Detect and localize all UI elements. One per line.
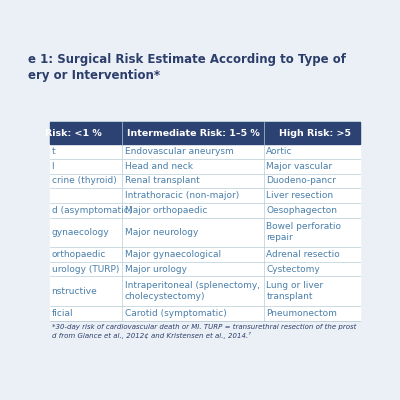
Text: ficial: ficial bbox=[52, 309, 73, 318]
Text: Pneumonectom: Pneumonectom bbox=[266, 309, 337, 318]
Text: d (asymptomatic): d (asymptomatic) bbox=[52, 206, 132, 215]
Text: nstructive: nstructive bbox=[52, 287, 97, 296]
Text: Cystectomy: Cystectomy bbox=[266, 265, 320, 274]
Text: orthopaedic: orthopaedic bbox=[52, 250, 106, 259]
Text: Lung or liver
transplant: Lung or liver transplant bbox=[266, 281, 324, 301]
Bar bbox=[50, 262, 360, 276]
Text: High Risk: >5: High Risk: >5 bbox=[279, 128, 351, 138]
Text: crine (thyroid): crine (thyroid) bbox=[52, 176, 116, 185]
Bar bbox=[50, 203, 360, 218]
Bar bbox=[50, 218, 360, 247]
Bar bbox=[50, 188, 360, 203]
Text: Oesophagecton: Oesophagecton bbox=[266, 206, 337, 215]
Text: urology (TURP): urology (TURP) bbox=[52, 265, 119, 274]
Text: Intermediate Risk: 1–5 %: Intermediate Risk: 1–5 % bbox=[127, 128, 260, 138]
Text: Major neurology: Major neurology bbox=[125, 228, 198, 237]
Text: Carotid (symptomatic): Carotid (symptomatic) bbox=[125, 309, 227, 318]
Text: Risk: <1 %: Risk: <1 % bbox=[46, 128, 102, 138]
Text: e 1: Surgical Risk Estimate According to Type of
ery or Intervention*: e 1: Surgical Risk Estimate According to… bbox=[28, 53, 346, 82]
Text: Bowel perforatio
repair: Bowel perforatio repair bbox=[266, 222, 341, 242]
Text: l: l bbox=[52, 162, 54, 171]
Bar bbox=[50, 276, 360, 306]
Text: *30-day risk of cardiovascular death or MI. TURP = transurethral resection of th: *30-day risk of cardiovascular death or … bbox=[52, 324, 356, 338]
Bar bbox=[50, 306, 360, 320]
Text: Intrathoracic (non-major): Intrathoracic (non-major) bbox=[125, 191, 239, 200]
Text: Major orthopaedic: Major orthopaedic bbox=[125, 206, 207, 215]
Bar bbox=[50, 122, 360, 144]
Text: Head and neck: Head and neck bbox=[125, 162, 193, 171]
Text: gynaecology: gynaecology bbox=[52, 228, 109, 237]
Text: Liver resection: Liver resection bbox=[266, 191, 334, 200]
Text: Duodeno-pancr: Duodeno-pancr bbox=[266, 176, 336, 185]
Text: Major gynaecological: Major gynaecological bbox=[125, 250, 221, 259]
Text: Endovascular aneurysm: Endovascular aneurysm bbox=[125, 147, 234, 156]
Text: Intraperitoneal (splenectomy,
cholecystectomy): Intraperitoneal (splenectomy, cholecyste… bbox=[125, 281, 260, 301]
Text: t: t bbox=[52, 147, 55, 156]
Text: Adrenal resectio: Adrenal resectio bbox=[266, 250, 340, 259]
Text: Aortic: Aortic bbox=[266, 147, 293, 156]
Text: Major urology: Major urology bbox=[125, 265, 187, 274]
Bar bbox=[50, 247, 360, 262]
Bar bbox=[50, 174, 360, 188]
Text: Major vascular: Major vascular bbox=[266, 162, 332, 171]
Text: Renal transplant: Renal transplant bbox=[125, 176, 200, 185]
Bar bbox=[50, 144, 360, 159]
Bar bbox=[50, 159, 360, 174]
